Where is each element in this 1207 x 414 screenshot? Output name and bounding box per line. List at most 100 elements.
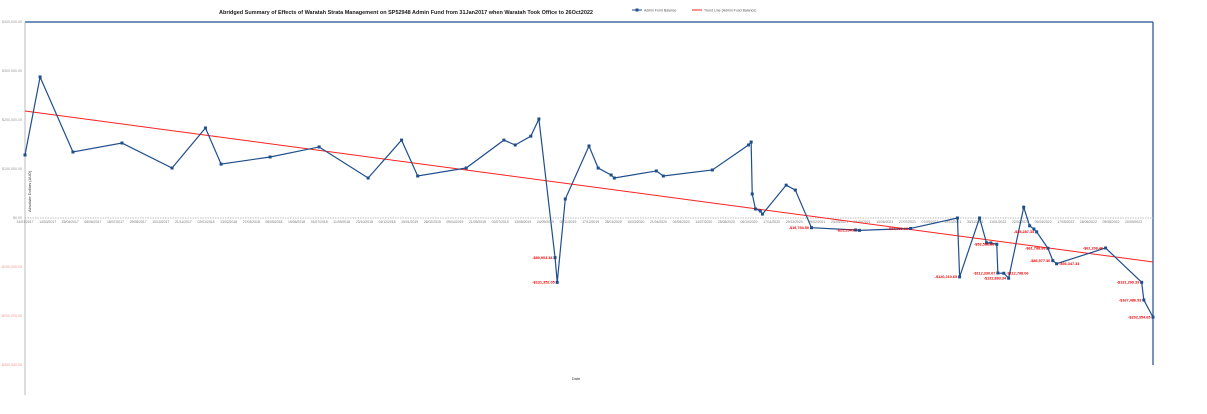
x-tick-label: 19/10/2021 bbox=[944, 220, 961, 224]
data-point bbox=[958, 275, 962, 279]
y-tick-label: -$300,000.00 bbox=[1, 363, 22, 367]
data-point bbox=[416, 174, 420, 178]
x-tick-label: 17/05/2022 bbox=[1057, 220, 1074, 224]
y-tick-label: $0.00 bbox=[13, 216, 22, 220]
data-point bbox=[120, 141, 124, 145]
data-point bbox=[464, 166, 468, 170]
data-point bbox=[537, 117, 541, 121]
data-point bbox=[23, 153, 27, 157]
x-tick-label: 04/12/2018 bbox=[379, 220, 396, 224]
data-point bbox=[1035, 230, 1039, 234]
data-point bbox=[1028, 224, 1032, 228]
x-tick-label: 25/08/2020 bbox=[718, 220, 735, 224]
y-axis-title: Absolute Dollars (AUD) bbox=[27, 170, 32, 212]
x-tick-label: 25/04/2017 bbox=[62, 220, 79, 224]
data-label: -$61,788.88 bbox=[1025, 247, 1045, 251]
x-tick-label: 21/04/2020 bbox=[650, 220, 667, 224]
x-tick-label: 11/01/2022 bbox=[990, 220, 1007, 224]
x-tick-label: 29/08/2017 bbox=[130, 220, 147, 224]
data-point bbox=[1051, 259, 1055, 263]
x-tick-label: 09/04/2019 bbox=[446, 220, 463, 224]
data-point bbox=[750, 192, 754, 196]
data-point bbox=[749, 140, 753, 144]
data-point bbox=[1151, 315, 1155, 319]
x-tick-label: 10/03/2020 bbox=[627, 220, 644, 224]
x-tick-label: 21/11/2017 bbox=[175, 220, 192, 224]
x-tick-label: 21/05/2019 bbox=[469, 220, 486, 224]
data-point bbox=[1140, 280, 1144, 284]
y-ticks: $400,000.00 $300,000.00 $200,000.00 $100,00… bbox=[1, 20, 22, 367]
data-point bbox=[529, 134, 533, 138]
data-label: -$93,347.33 bbox=[1059, 262, 1079, 266]
x-tick-label: 10/10/2017 bbox=[152, 220, 169, 224]
data-point bbox=[746, 143, 750, 147]
x-tick-label: 27/03/2018 bbox=[243, 220, 260, 224]
data-label: -$131,352.05 bbox=[532, 281, 554, 285]
balance-line bbox=[24, 74, 1154, 318]
x-tick-label: 07/09/2021 bbox=[921, 220, 938, 224]
data-point bbox=[793, 188, 797, 192]
data-label: -$202,354.65 bbox=[1128, 315, 1150, 319]
data-point bbox=[760, 212, 764, 216]
data-point bbox=[978, 216, 982, 220]
data-label: -$19,794.50 bbox=[789, 226, 809, 230]
data-label: -$122,883.34 bbox=[984, 277, 1007, 281]
x-tick-label: 31/01/2017 bbox=[17, 220, 34, 224]
data-point bbox=[758, 209, 762, 213]
data-label: -$86,977.30 bbox=[1030, 259, 1050, 263]
x-tick-label: 23/03/2021 bbox=[831, 220, 848, 224]
x-tick-label: 26/02/2019 bbox=[424, 220, 441, 224]
data-point bbox=[553, 256, 557, 260]
data-point bbox=[555, 280, 559, 284]
data-label: -$112,798.06 bbox=[1006, 272, 1028, 276]
data-label: -$167,486.93 bbox=[1119, 298, 1141, 302]
x-tick-label: 06/06/2017 bbox=[84, 220, 101, 224]
data-point bbox=[563, 197, 567, 201]
data-label: -$120,210.65 bbox=[935, 275, 957, 279]
x-tick-label: 17/12/2019 bbox=[582, 220, 599, 224]
x-tick-label: 04/05/2021 bbox=[854, 220, 871, 224]
data-point bbox=[596, 166, 600, 170]
x-tick-label: 05/11/2019 bbox=[560, 220, 577, 224]
data-point bbox=[1142, 298, 1146, 302]
y-tick-label: $100,000.00 bbox=[2, 167, 22, 171]
data-point bbox=[784, 183, 788, 187]
data-point bbox=[71, 150, 75, 154]
x-tick-label: 29/12/2020 bbox=[786, 220, 803, 224]
y-tick-label: $200,000.00 bbox=[2, 118, 22, 122]
data-point bbox=[857, 228, 861, 232]
x-tick-label: 27/07/2021 bbox=[899, 220, 916, 224]
data-point bbox=[996, 271, 1000, 275]
series-group: -$80,903.34 -$131,352.05 -$19,794.50 -$25,2… bbox=[23, 74, 1155, 319]
x-tick-label: 17/11/2020 bbox=[763, 220, 780, 224]
x-tick-label: 23/10/2018 bbox=[356, 220, 373, 224]
x-axis: 31/01/2017 14/03/2017 25/04/2017 06/06/2017… bbox=[17, 217, 1153, 224]
x-tick-label: 09/02/2021 bbox=[808, 220, 825, 224]
data-point bbox=[1032, 227, 1036, 231]
x-tick-label: 20/09/2022 bbox=[1125, 220, 1142, 224]
data-point bbox=[809, 226, 813, 230]
data-point bbox=[1055, 262, 1059, 266]
data-point bbox=[995, 242, 999, 246]
data-point bbox=[366, 176, 370, 180]
x-tick-label: 05/04/2022 bbox=[1035, 220, 1052, 224]
data-label: -$61,206.46 bbox=[1083, 246, 1103, 250]
x-axis-title: Date bbox=[572, 376, 581, 381]
data-point bbox=[1046, 246, 1050, 250]
x-tick-label: 14/07/2020 bbox=[695, 220, 712, 224]
data-label: -$25,254.77 bbox=[837, 229, 857, 233]
data-point bbox=[170, 166, 174, 170]
data-label: -$53,588.88 bbox=[974, 243, 994, 247]
x-tick-label: 18/07/2017 bbox=[107, 220, 124, 224]
x-tick-label: 02/06/2020 bbox=[673, 220, 690, 224]
legend-label-balance: Admin Fund Balance bbox=[644, 8, 677, 12]
data-point bbox=[753, 207, 757, 211]
data-point bbox=[203, 126, 207, 130]
data-point bbox=[955, 216, 959, 220]
trend-line bbox=[24, 110, 1154, 263]
legend-label-trend: Trend Line (Admin Fund Balance) bbox=[704, 8, 756, 12]
x-tick-label: 14/03/2017 bbox=[39, 220, 56, 224]
data-point bbox=[38, 75, 42, 79]
y-tick-label: -$100,000.00 bbox=[1, 265, 22, 269]
